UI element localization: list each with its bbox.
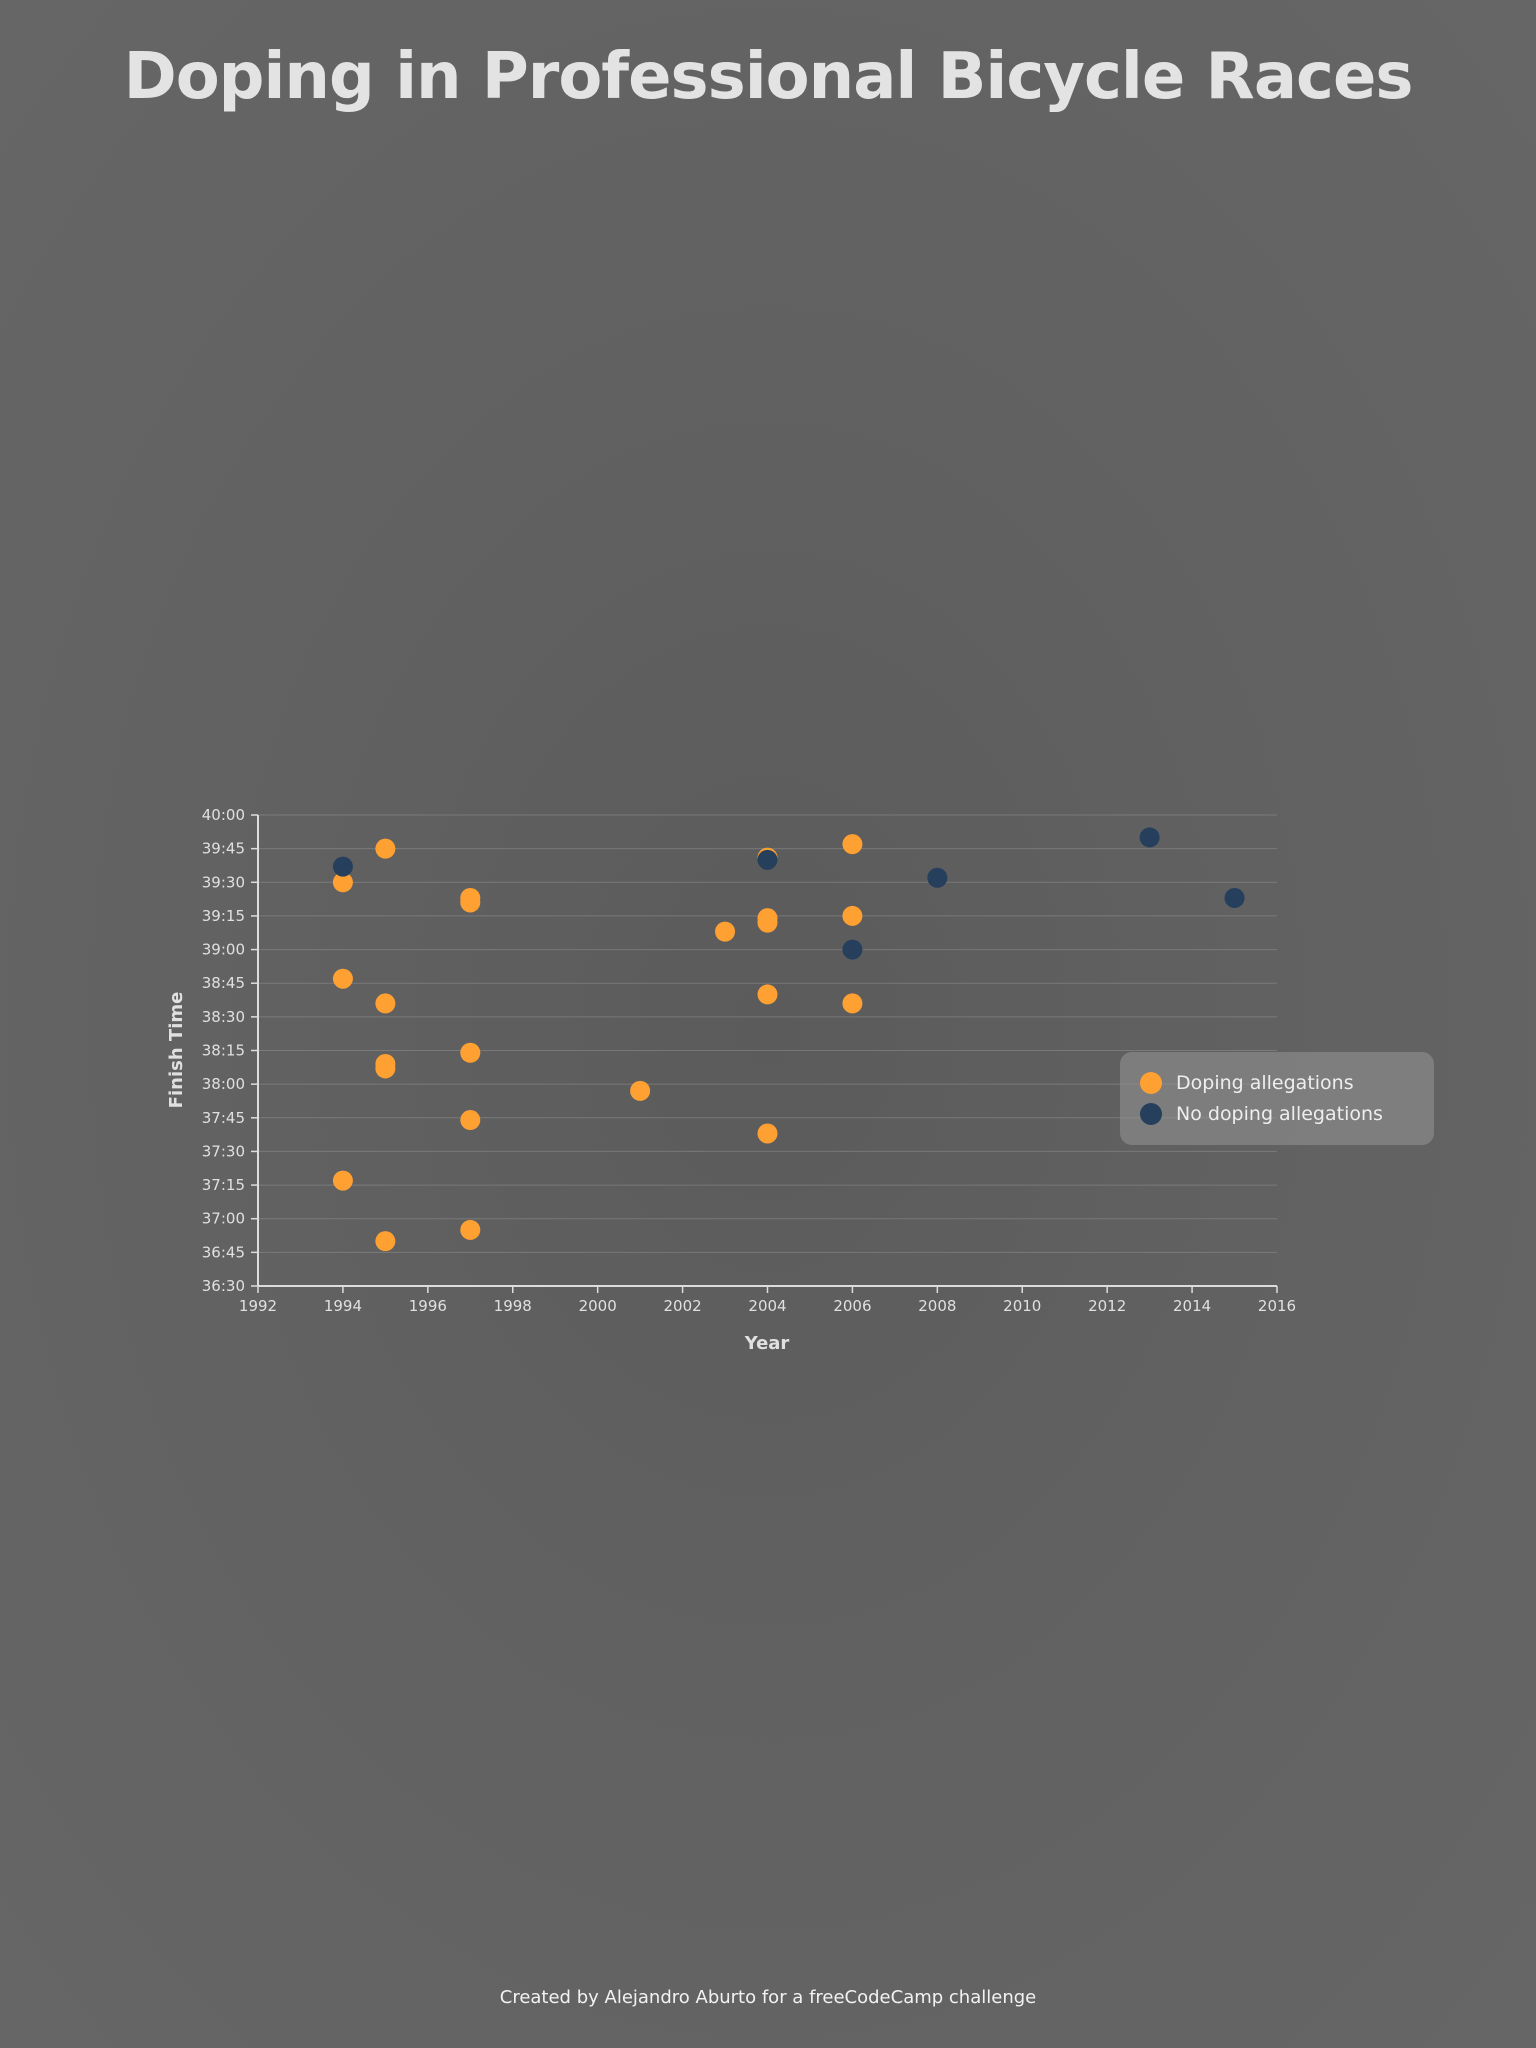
x-tick-label: 2016: [1258, 1297, 1296, 1315]
legend-swatch-doping: [1140, 1071, 1162, 1094]
y-tick-label: 37:15: [202, 1176, 245, 1194]
y-tick-label: 38:45: [202, 974, 245, 992]
gridlines: [258, 814, 1277, 1287]
y-tick-label: 40:00: [202, 806, 245, 824]
data-point[interactable]: [842, 939, 863, 960]
y-tick-label: 37:45: [202, 1109, 245, 1127]
x-axis-ticks: 1992 1994 1996 1998 2000 2002 2004 2006 2008 2010…: [239, 1286, 1296, 1315]
x-tick-label: 2000: [579, 1297, 617, 1315]
y-tick-label: 38:00: [202, 1075, 245, 1093]
data-point[interactable]: [630, 1080, 651, 1101]
data-point[interactable]: [332, 968, 353, 989]
legend-item-no-doping: No doping allegations: [1140, 1098, 1434, 1129]
data-point[interactable]: [757, 1123, 778, 1144]
legend-label-no-doping: No doping allegations: [1176, 1102, 1383, 1125]
data-point[interactable]: [842, 905, 863, 926]
page-title: Doping in Professional Bicycle Races: [123, 40, 1414, 114]
data-point[interactable]: [757, 849, 778, 870]
x-tick-label: 2002: [663, 1297, 701, 1315]
series-no-doping: [332, 827, 1245, 960]
x-tick-label: 2012: [1088, 1297, 1126, 1315]
data-point[interactable]: [757, 912, 778, 933]
y-tick-label: 37:30: [202, 1142, 245, 1160]
x-tick-label: 2010: [1003, 1297, 1041, 1315]
data-point[interactable]: [332, 872, 353, 893]
y-axis-ticks: 40:00 39:45 39:30 39:15 39:00 38:45 38:30 38:15…: [202, 806, 258, 1295]
data-point[interactable]: [460, 1110, 481, 1131]
data-point[interactable]: [715, 921, 736, 942]
legend-label-doping: Doping allegations: [1176, 1071, 1354, 1094]
series-doping: [332, 834, 863, 1252]
y-tick-label: 36:45: [202, 1243, 245, 1261]
legend-item-doping: Doping allegations: [1140, 1067, 1434, 1098]
x-tick-label: 1996: [409, 1297, 447, 1315]
y-tick-label: 39:45: [202, 840, 245, 858]
data-point[interactable]: [757, 984, 778, 1005]
x-axis-title: Year: [744, 1333, 790, 1354]
y-tick-label: 39:15: [202, 907, 245, 925]
x-tick-label: 2008: [918, 1297, 956, 1315]
footer-credit: Created by Alejandro Aburto for a freeCo…: [499, 1987, 1037, 2008]
data-points: [332, 827, 1245, 1252]
y-tick-label: 38:15: [202, 1042, 245, 1060]
data-point[interactable]: [1224, 887, 1245, 908]
data-point[interactable]: [332, 856, 353, 877]
x-tick-label: 1994: [324, 1297, 362, 1315]
y-tick-label: 39:00: [202, 941, 245, 959]
y-axis-title: Finish Time: [166, 992, 187, 1109]
legend-swatch-no-doping: [1140, 1102, 1162, 1125]
y-tick-label: 38:30: [202, 1008, 245, 1026]
data-point[interactable]: [375, 993, 396, 1014]
legend: Doping allegations No doping allegations: [1120, 1052, 1434, 1145]
data-point[interactable]: [927, 867, 948, 888]
x-tick-label: 1998: [494, 1297, 532, 1315]
data-point[interactable]: [842, 993, 863, 1014]
data-point[interactable]: [332, 1170, 353, 1191]
x-tick-label: 2006: [833, 1297, 871, 1315]
data-point[interactable]: [460, 892, 481, 913]
data-point[interactable]: [375, 838, 396, 859]
data-point[interactable]: [460, 1042, 481, 1063]
data-point[interactable]: [460, 1219, 481, 1240]
x-tick-label: 2014: [1173, 1297, 1211, 1315]
y-tick-label: 37:00: [202, 1210, 245, 1228]
data-point[interactable]: [842, 834, 863, 855]
y-tick-label: 39:30: [202, 873, 245, 891]
x-tick-label: 2004: [748, 1297, 786, 1315]
y-tick-label: 36:30: [202, 1277, 245, 1295]
data-point[interactable]: [375, 1231, 396, 1252]
data-point[interactable]: [375, 1058, 396, 1079]
x-tick-label: 1992: [239, 1297, 277, 1315]
data-point[interactable]: [1139, 827, 1160, 848]
